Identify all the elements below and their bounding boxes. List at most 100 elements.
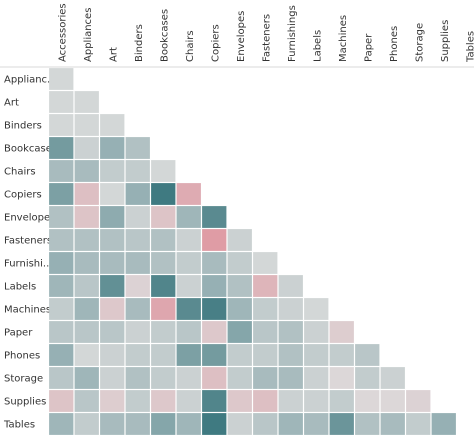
heatmap-cell[interactable] [253,367,278,389]
heatmap-cell[interactable] [227,252,252,274]
heatmap-cell[interactable] [176,183,201,205]
heatmap-cell[interactable] [278,413,303,435]
heatmap-cell[interactable] [202,344,227,366]
heatmap-cell[interactable] [49,252,74,274]
heatmap-cell[interactable] [49,183,74,205]
heatmap-cell[interactable] [329,390,354,412]
heatmap-cell[interactable] [278,298,303,320]
heatmap-cell[interactable] [227,367,252,389]
heatmap-cell[interactable] [253,252,278,274]
heatmap-cell[interactable] [202,367,227,389]
heatmap-cell[interactable] [49,206,74,228]
heatmap-cell[interactable] [355,413,380,435]
heatmap-cell[interactable] [125,252,150,274]
heatmap-cell[interactable] [100,160,125,182]
heatmap-cell[interactable] [278,321,303,343]
heatmap-cell[interactable] [125,229,150,251]
heatmap-cell[interactable] [100,229,125,251]
heatmap-cell[interactable] [151,160,176,182]
heatmap-cell[interactable] [100,367,125,389]
heatmap-cell[interactable] [100,298,125,320]
heatmap-cell[interactable] [151,206,176,228]
heatmap-cell[interactable] [151,298,176,320]
heatmap-cell[interactable] [304,367,329,389]
heatmap-cell[interactable] [49,298,74,320]
heatmap-cell[interactable] [49,68,74,90]
heatmap-cell[interactable] [74,183,99,205]
heatmap-cell[interactable] [151,344,176,366]
heatmap-cell[interactable] [329,321,354,343]
heatmap-cell[interactable] [100,252,125,274]
heatmap-cell[interactable] [151,413,176,435]
heatmap-cell[interactable] [202,229,227,251]
heatmap-cell[interactable] [74,390,99,412]
heatmap-cell[interactable] [74,229,99,251]
heatmap-cell[interactable] [380,367,405,389]
heatmap-cell[interactable] [278,275,303,297]
heatmap-cell[interactable] [202,206,227,228]
heatmap-cell[interactable] [49,390,74,412]
heatmap-cell[interactable] [74,91,99,113]
heatmap-cell[interactable] [151,183,176,205]
heatmap-cell[interactable] [151,229,176,251]
heatmap-cell[interactable] [176,321,201,343]
heatmap-cell[interactable] [227,344,252,366]
heatmap-cell[interactable] [176,229,201,251]
heatmap-cell[interactable] [49,344,74,366]
heatmap-cell[interactable] [176,252,201,274]
heatmap-cell[interactable] [176,390,201,412]
heatmap-cell[interactable] [253,390,278,412]
heatmap-cell[interactable] [49,91,74,113]
heatmap-cell[interactable] [74,321,99,343]
heatmap-cell[interactable] [151,367,176,389]
heatmap-cell[interactable] [74,160,99,182]
heatmap-cell[interactable] [49,413,74,435]
heatmap-cell[interactable] [329,413,354,435]
heatmap-cell[interactable] [227,298,252,320]
heatmap-cell[interactable] [100,390,125,412]
heatmap-cell[interactable] [100,206,125,228]
heatmap-cell[interactable] [253,298,278,320]
heatmap-cell[interactable] [227,390,252,412]
heatmap-cell[interactable] [125,206,150,228]
heatmap-cell[interactable] [74,344,99,366]
heatmap-cell[interactable] [304,321,329,343]
heatmap-cell[interactable] [355,344,380,366]
heatmap-cell[interactable] [227,229,252,251]
heatmap-cell[interactable] [253,413,278,435]
heatmap-cell[interactable] [125,390,150,412]
heatmap-cell[interactable] [253,344,278,366]
heatmap-cell[interactable] [74,275,99,297]
heatmap-cell[interactable] [49,275,74,297]
heatmap-cell[interactable] [176,206,201,228]
heatmap-cell[interactable] [202,321,227,343]
heatmap-cell[interactable] [49,367,74,389]
heatmap-cell[interactable] [74,413,99,435]
heatmap-cell[interactable] [253,321,278,343]
heatmap-cell[interactable] [202,298,227,320]
heatmap-cell[interactable] [125,183,150,205]
heatmap-cell[interactable] [176,413,201,435]
heatmap-cell[interactable] [355,390,380,412]
heatmap-cell[interactable] [125,367,150,389]
heatmap-cell[interactable] [431,413,456,435]
heatmap-cell[interactable] [100,413,125,435]
heatmap-cell[interactable] [355,367,380,389]
heatmap-cell[interactable] [202,413,227,435]
heatmap-cell[interactable] [329,344,354,366]
heatmap-cell[interactable] [202,252,227,274]
heatmap-cell[interactable] [74,206,99,228]
heatmap-cell[interactable] [227,413,252,435]
heatmap-cell[interactable] [202,390,227,412]
heatmap-cell[interactable] [125,275,150,297]
heatmap-cell[interactable] [227,275,252,297]
heatmap-cell[interactable] [49,160,74,182]
heatmap-cell[interactable] [406,390,431,412]
heatmap-cell[interactable] [49,321,74,343]
heatmap-cell[interactable] [304,298,329,320]
heatmap-cell[interactable] [74,252,99,274]
heatmap-cell[interactable] [74,137,99,159]
heatmap-cell[interactable] [176,344,201,366]
heatmap-cell[interactable] [176,367,201,389]
heatmap-cell[interactable] [125,137,150,159]
